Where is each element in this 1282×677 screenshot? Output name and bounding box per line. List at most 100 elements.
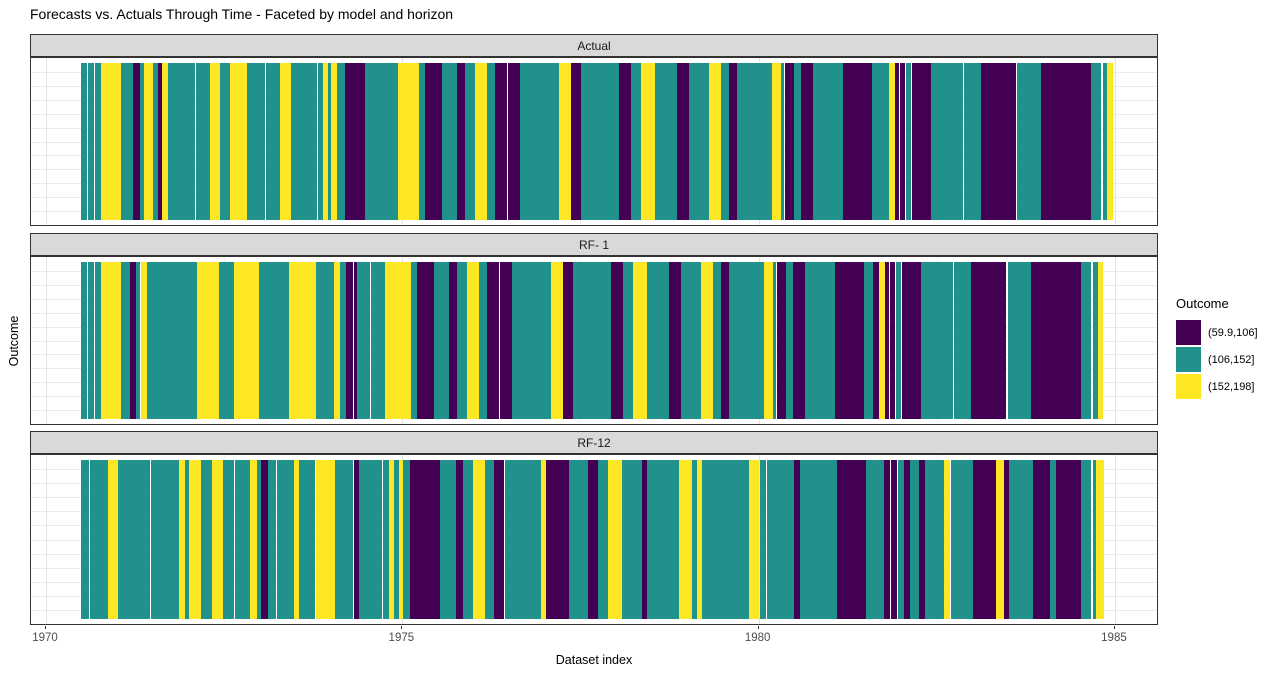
- tile-run: [623, 262, 634, 419]
- tile-run: [970, 262, 1006, 419]
- tile-run: [258, 262, 290, 419]
- tile-run: [921, 262, 954, 419]
- chart-title: Forecasts vs. Actuals Through Time - Fac…: [30, 6, 454, 22]
- tile-run: [863, 262, 874, 419]
- tile-run: [457, 63, 466, 220]
- legend: Outcome (59.9,106] (106,152] (152,198]: [1176, 296, 1282, 401]
- tile-run: [222, 460, 235, 619]
- tile-run: [463, 460, 474, 619]
- tile-run: [800, 63, 814, 220]
- tile-run: [88, 63, 95, 220]
- gridline-vertical-major: [1114, 455, 1116, 624]
- tile-run: [697, 460, 702, 619]
- tile-run: [331, 63, 337, 220]
- tile-run: [433, 262, 450, 419]
- tile-run: [1040, 63, 1092, 220]
- tile-run: [912, 63, 932, 220]
- tile-run: [403, 460, 410, 619]
- x-axis-tick-label: 1985: [1101, 632, 1127, 644]
- tile-run: [136, 262, 141, 419]
- tile-run: [80, 63, 87, 220]
- tile-run: [371, 262, 385, 419]
- facet-panel-actual: [30, 57, 1158, 226]
- tile-run: [120, 63, 133, 220]
- tile-run: [365, 63, 386, 220]
- tile-run: [767, 460, 795, 619]
- tile-run: [315, 262, 335, 419]
- tile-run: [729, 262, 765, 419]
- tile-run: [316, 460, 335, 619]
- legend-entry: (59.9,106]: [1176, 320, 1282, 345]
- tile-run: [558, 63, 571, 220]
- tile-run: [141, 262, 147, 419]
- tile-run: [409, 460, 441, 619]
- tile-run: [118, 460, 150, 619]
- tile-run: [898, 460, 904, 619]
- tile-run: [334, 460, 353, 619]
- tile-run: [1102, 63, 1108, 220]
- tile-run: [455, 460, 464, 619]
- tile-run: [700, 262, 713, 419]
- tile-run: [80, 460, 89, 619]
- tile-run: [499, 262, 513, 419]
- tile-run: [1092, 262, 1098, 419]
- tile-run: [835, 262, 864, 419]
- tile-run: [485, 460, 494, 619]
- tile-run: [475, 63, 488, 220]
- tile-run: [289, 262, 316, 419]
- gridline-vertical-major: [46, 58, 48, 225]
- gridline-vertical-major: [1114, 257, 1116, 424]
- tile-run: [132, 63, 140, 220]
- tile-run: [268, 460, 277, 619]
- tile-run: [572, 262, 612, 419]
- tile-run: [972, 460, 997, 619]
- tile-run: [389, 460, 394, 619]
- tile-run: [871, 63, 889, 220]
- y-axis-title: Outcome: [7, 315, 21, 367]
- legend-entry: (152,198]: [1176, 374, 1282, 399]
- tile-run: [950, 460, 973, 619]
- tile-run: [520, 63, 559, 220]
- tile-run: [339, 262, 347, 419]
- tile-run: [346, 262, 353, 419]
- x-axis-tick: [757, 626, 759, 629]
- tile-run: [357, 262, 371, 419]
- tile-run: [729, 63, 738, 220]
- tile-run: [813, 63, 844, 220]
- tile-run: [465, 63, 476, 220]
- tile-run: [780, 63, 784, 220]
- tile-run: [641, 63, 655, 220]
- tile-run: [900, 63, 905, 220]
- facet-strip-actual: Actual: [30, 34, 1158, 57]
- tile-run: [720, 63, 730, 220]
- tile-run: [419, 63, 425, 220]
- tile-run: [233, 262, 259, 419]
- tile-run: [954, 262, 971, 419]
- legend-label: (152,198]: [1208, 380, 1255, 393]
- x-axis-title: Dataset index: [555, 653, 633, 667]
- tile-run: [1096, 460, 1104, 619]
- tile-run: [879, 262, 886, 419]
- tile-run: [139, 63, 145, 220]
- tile-run: [457, 262, 468, 419]
- tile-run: [654, 63, 677, 220]
- tile-run: [569, 460, 588, 619]
- tile-run: [619, 63, 632, 220]
- tile-run: [597, 460, 608, 619]
- tile-run: [358, 460, 382, 619]
- tile-run: [786, 262, 793, 419]
- tile-run: [794, 63, 801, 220]
- tile-run: [837, 460, 866, 619]
- tile-run: [587, 460, 598, 619]
- tile-run: [256, 460, 262, 619]
- tile-run: [167, 63, 195, 220]
- tile-run: [293, 460, 299, 619]
- tile-run: [318, 63, 323, 220]
- tile-run: [384, 262, 411, 419]
- tile-run: [792, 262, 806, 419]
- facet-panel-rf12: [30, 454, 1158, 625]
- tile-run: [219, 262, 234, 419]
- legend-label: (59.9,106]: [1208, 326, 1258, 339]
- tile-run: [580, 63, 620, 220]
